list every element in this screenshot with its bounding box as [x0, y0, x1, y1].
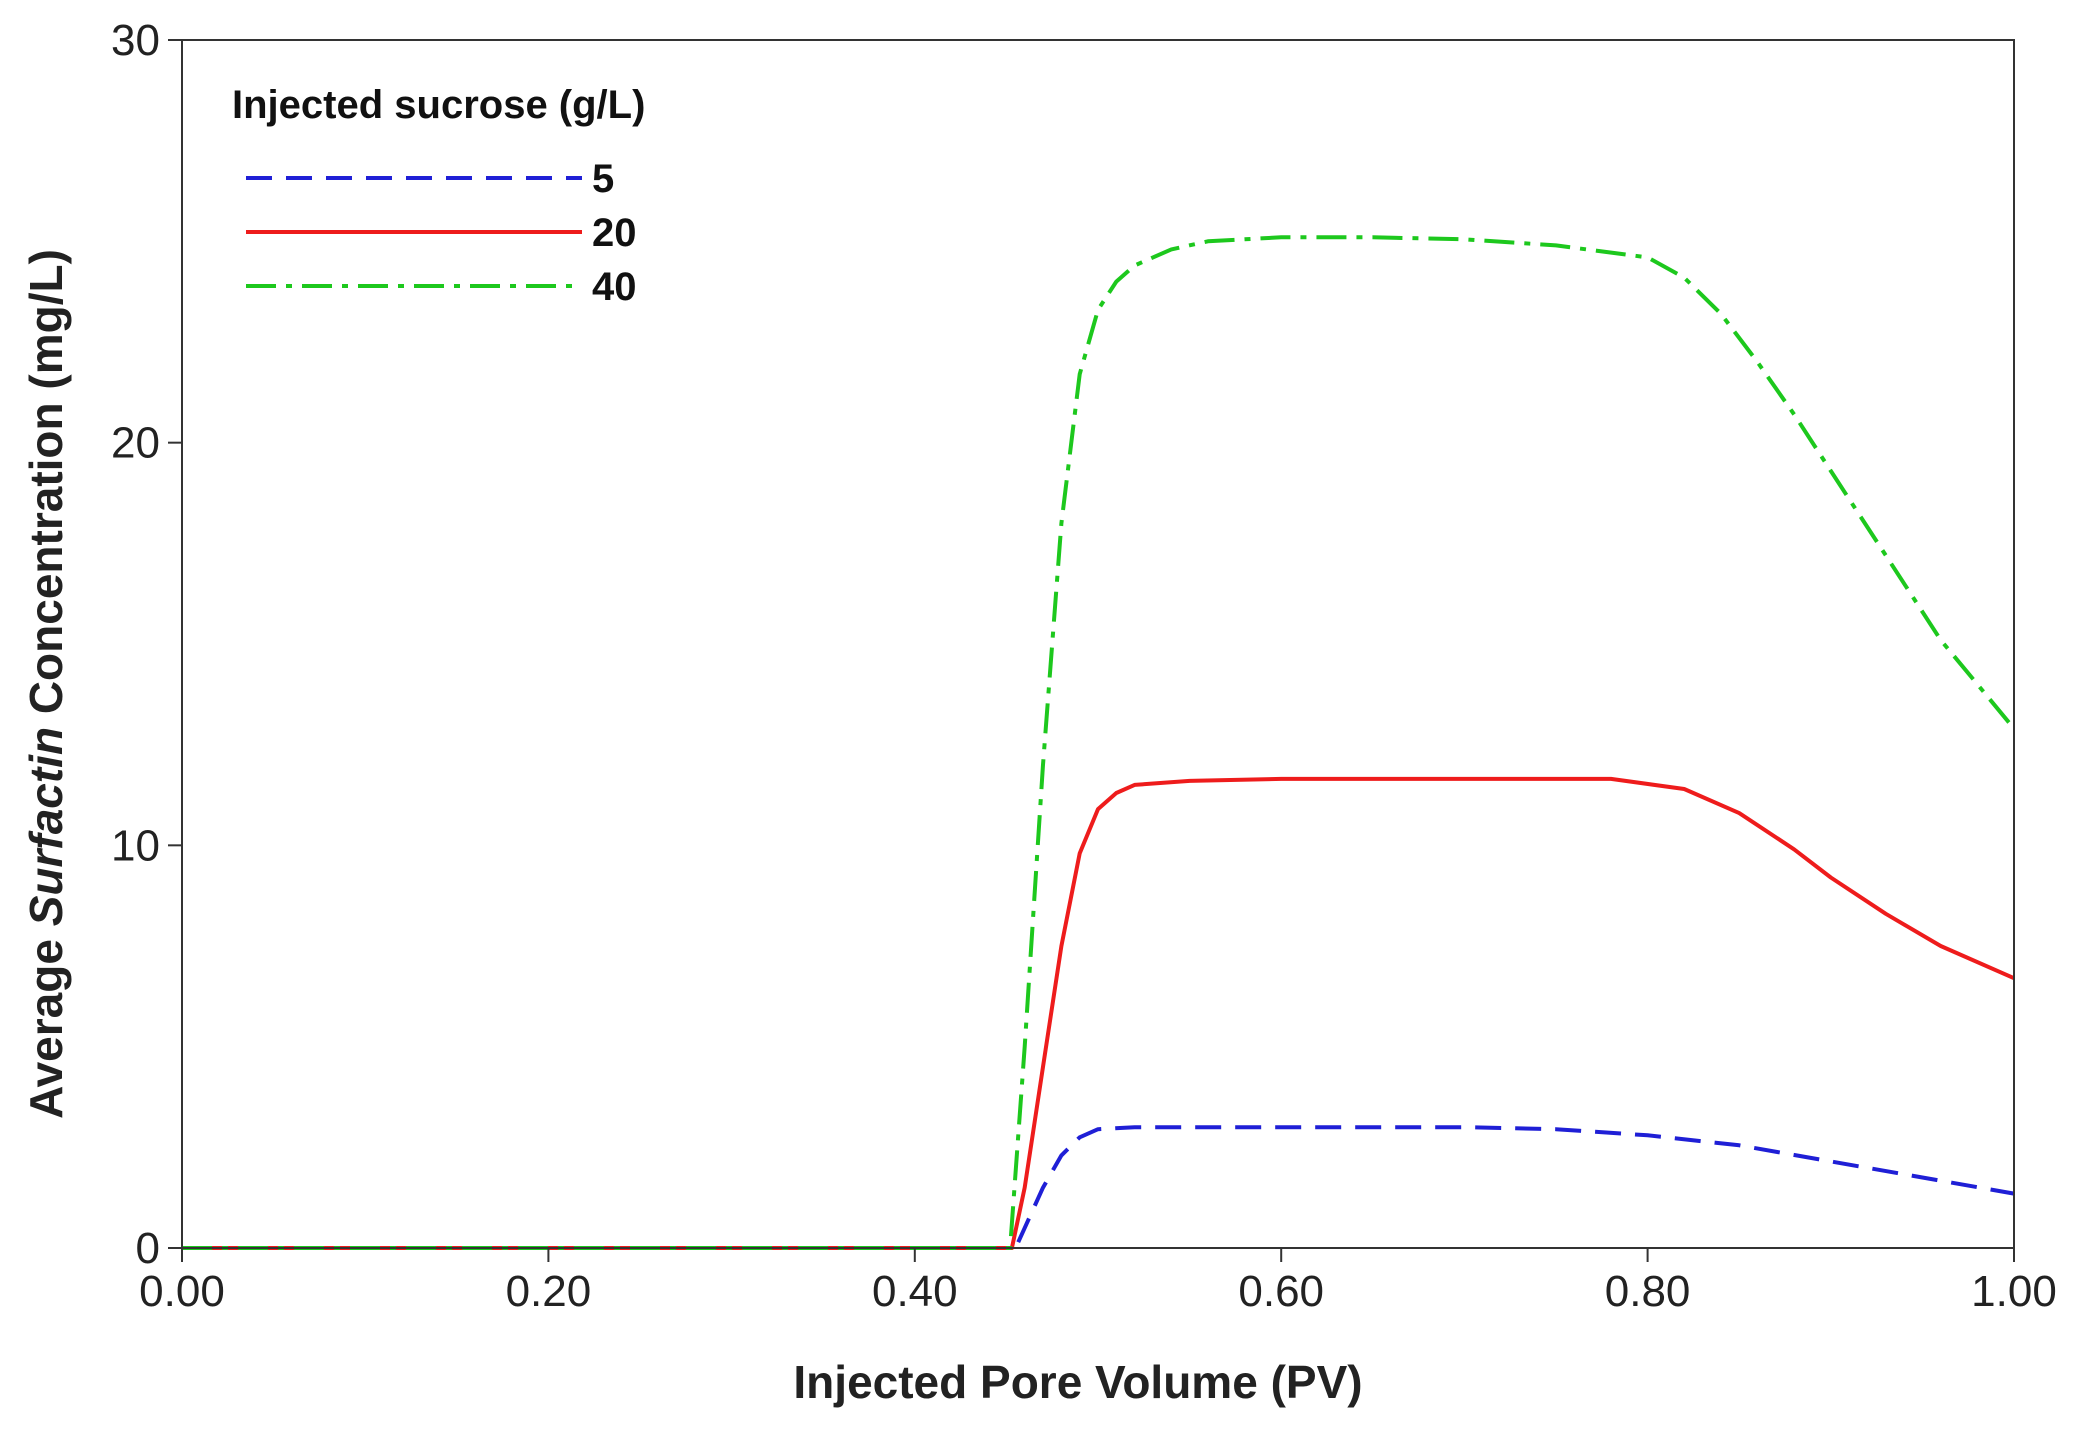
- series-layer: [182, 235, 2016, 1250]
- x-tick-label: 0.40: [872, 1267, 958, 1316]
- y-tick-label: 30: [111, 16, 160, 65]
- y-axis-label: Average Surfactin Concentration (mg/L): [20, 249, 72, 1119]
- series-line-5: [182, 1125, 2015, 1250]
- x-axis-label: Injected Pore Volume (PV): [793, 1356, 1362, 1408]
- y-axis-label-italic: Surfactin: [20, 727, 72, 926]
- legend-label-20: 20: [592, 211, 637, 255]
- y-tick-label: 0: [136, 1224, 160, 1273]
- legend-title: Injected sucrose (g/L): [232, 83, 645, 127]
- y-tick-label: 10: [111, 821, 160, 870]
- y-tick-label: 20: [111, 419, 160, 468]
- x-tick-label: 1.00: [1971, 1267, 2057, 1316]
- x-tick-label: 0.20: [506, 1267, 592, 1316]
- x-tick-label: 0.60: [1238, 1267, 1324, 1316]
- plot-area-frame: [181, 39, 2015, 1249]
- legend-label-5: 5: [592, 157, 614, 201]
- series-line-20: [182, 776, 2015, 1250]
- legend: Injected sucrose (g/L) 5 20 40: [232, 83, 645, 309]
- axis-ticks: 0.00 0.20 0.40 0.60 0.80 1.00 0 10 20 30: [111, 16, 2057, 1316]
- x-tick-label: 0.80: [1605, 1267, 1691, 1316]
- y-axis-label-suffix: Concentration (mg/L): [20, 249, 72, 727]
- y-axis-label-prefix: Average: [20, 926, 72, 1119]
- x-tick-label: 0.00: [139, 1267, 225, 1316]
- legend-label-40: 40: [592, 265, 637, 309]
- series-line-40: [182, 235, 2016, 1250]
